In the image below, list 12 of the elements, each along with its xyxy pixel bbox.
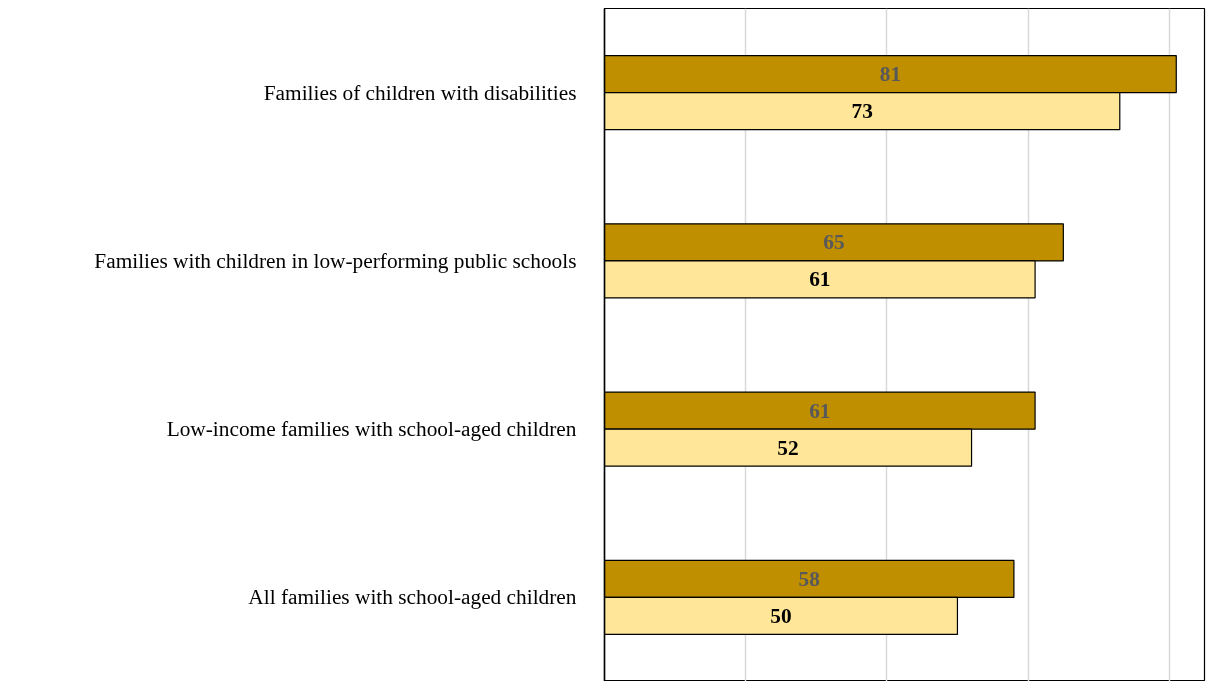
data-label: 73 [851, 99, 873, 124]
data-label: 61 [809, 267, 831, 292]
data-label: 81 [879, 62, 902, 87]
data-label: 61 [809, 398, 831, 423]
data-label: 58 [798, 566, 820, 591]
y-tick-label: All families with school-aged children [248, 585, 577, 610]
y-tick-label: Families of children with disabilities [263, 80, 577, 105]
data-label: 50 [770, 603, 792, 628]
y-tick-label: Families with children in low-performing public schools [94, 248, 577, 273]
data-label: 65 [823, 230, 845, 255]
data-label: 52 [777, 435, 799, 460]
y-tick-label: Low-income families with school-aged children [166, 417, 577, 442]
